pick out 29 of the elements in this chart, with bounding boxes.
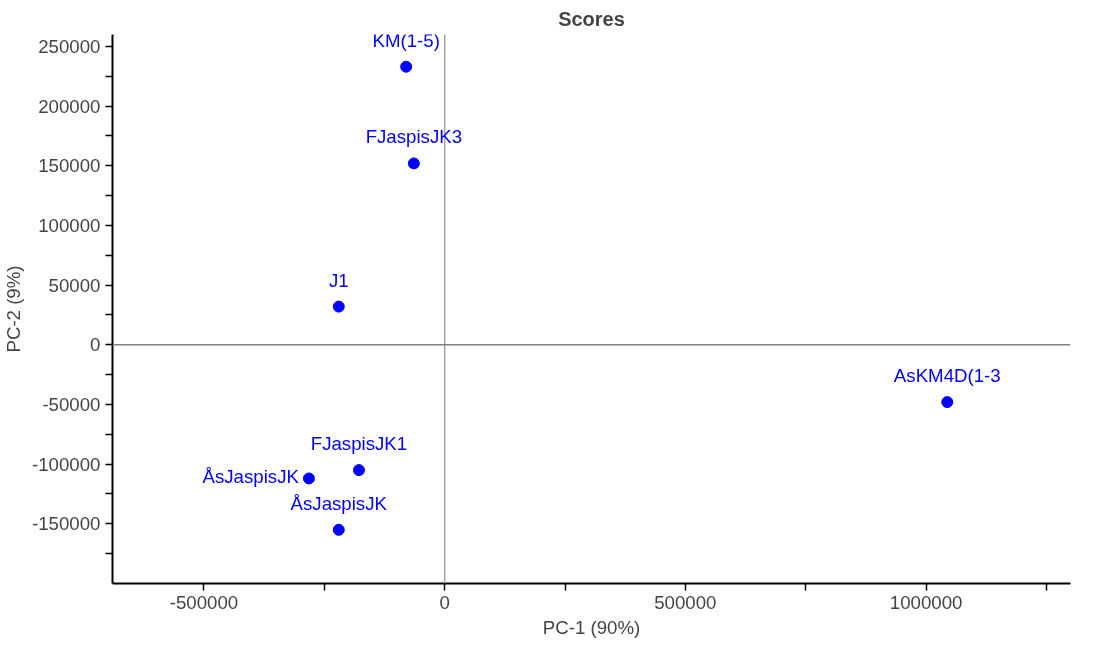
x-tick-label: 500000 <box>654 591 717 613</box>
point <box>407 157 420 170</box>
y-tick-label: 200000 <box>38 95 101 117</box>
annotation: ÅsJaspisJK <box>290 492 388 514</box>
y-axis-title: PC-2 (9%) <box>3 265 25 353</box>
chart-title: Scores <box>558 7 625 30</box>
y-tick-label: -50000 <box>42 393 101 415</box>
annotation: FJaspisJK3 <box>365 126 463 148</box>
y-tick-label: 150000 <box>38 155 101 177</box>
y-tick-label: 100000 <box>38 214 101 236</box>
point <box>332 523 345 536</box>
y-tick-label: 250000 <box>38 35 101 57</box>
point <box>941 396 954 409</box>
point <box>352 464 365 477</box>
x-tick-label: -500000 <box>169 591 239 613</box>
y-tick-label: -150000 <box>32 513 101 535</box>
y-tick-label: -100000 <box>32 453 101 475</box>
x-tick-label: 0 <box>439 591 450 613</box>
point <box>332 300 345 313</box>
annotation: AsKM4D(1-3 <box>893 365 1001 387</box>
annotation: J1 <box>328 269 349 291</box>
annotation: ÅsJaspisJK <box>202 466 300 488</box>
annotation: FJaspisJK1 <box>310 433 408 455</box>
y-tick-label: 50000 <box>48 274 101 296</box>
x-tick-label: 1000000 <box>889 591 963 613</box>
point <box>302 472 315 485</box>
point <box>400 60 413 73</box>
x-axis-title: PC-1 (90%) <box>542 616 641 638</box>
y-tick-label: 0 <box>90 334 101 356</box>
